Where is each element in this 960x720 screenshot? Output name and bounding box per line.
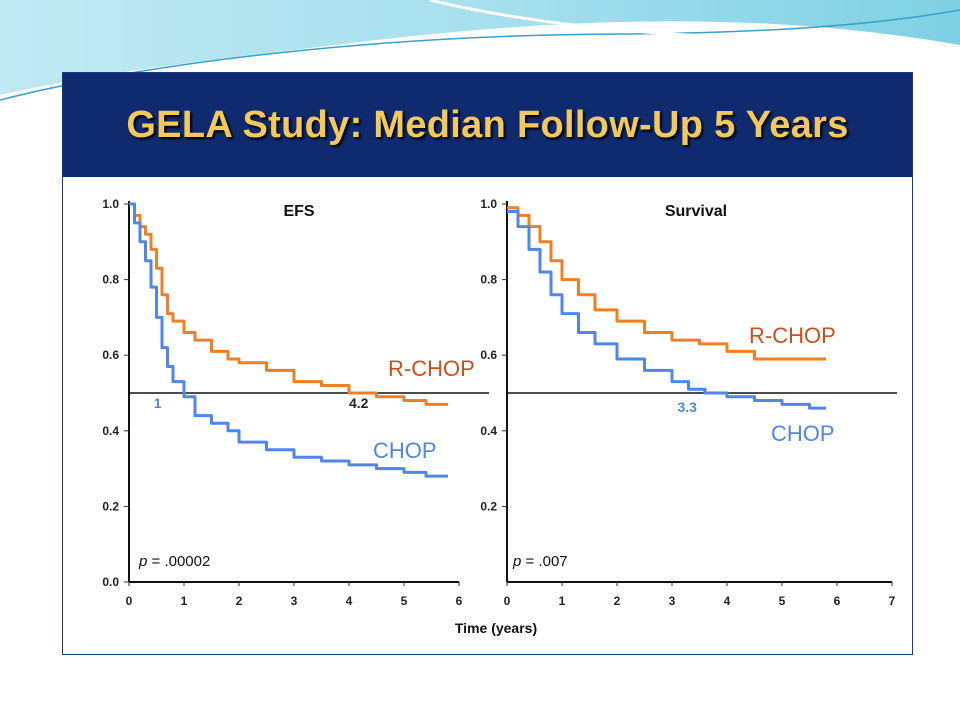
- survival-series-r-chop: [507, 206, 826, 361]
- survival-x-tick-label: 1: [559, 594, 566, 608]
- title-bar: [63, 73, 912, 177]
- efs-x-tick-label: 6: [456, 594, 463, 608]
- survival-y-tick-label: 1.0: [480, 197, 497, 211]
- survival-x-tick-label: 5: [779, 594, 786, 608]
- x-axis-label: Time (years): [455, 620, 537, 636]
- efs-series-label-r-chop: R-CHOP: [388, 356, 475, 381]
- survival-y-tick-label: 0.8: [480, 273, 497, 287]
- decorative-swoosh: [0, 0, 960, 101]
- survival-annotation: 3.3: [678, 399, 698, 415]
- efs-y-tick-label: 1.0: [102, 197, 119, 211]
- efs-x-tick-label: 0: [126, 594, 133, 608]
- efs-x-tick-label: 3: [291, 594, 298, 608]
- efs-x-tick-label: 4: [346, 594, 353, 608]
- efs-p-number: = .00002: [147, 553, 210, 570]
- efs-series-r-chop: [129, 202, 448, 406]
- survival-x-tick-label: 7: [889, 594, 896, 608]
- efs-y-tick-label: 0.8: [102, 273, 119, 287]
- efs-p-value: p = .00002: [138, 553, 210, 570]
- survival-panel-title: Survival: [665, 203, 727, 220]
- slide-title: GELA Study: Median Follow-Up 5 Years: [126, 104, 849, 146]
- survival-p-value: p = .007: [512, 553, 568, 570]
- survival-y-tick-label: 0.6: [480, 348, 497, 362]
- survival-series-chop: [507, 210, 826, 410]
- survival-p-number: = .007: [521, 553, 567, 570]
- efs-annotation: 4.2: [349, 395, 369, 411]
- efs-y-tick-label: 0.4: [102, 424, 119, 438]
- survival-y-tick-label: 0.4: [480, 424, 497, 438]
- efs-x-tick-label: 1: [181, 594, 188, 608]
- survival-x-tick-label: 4: [724, 594, 731, 608]
- survival-x-tick-label: 6: [834, 594, 841, 608]
- efs-series-label-chop: CHOP: [373, 438, 437, 463]
- efs-x-tick-label: 2: [236, 594, 243, 608]
- charts-area: 0.0 0.2 0.4 0.6 0.8 1.0 0 1 2 3 4 5 6 R-CHOP CHOP EFS 1 4…: [102, 197, 897, 636]
- efs-annotation: 1: [154, 395, 162, 411]
- efs-panel-title: EFS: [283, 203, 314, 220]
- survival-x-tick-label: 0: [504, 594, 511, 608]
- slide-frame: GELA Study: Median Follow-Up 5 Years 0.0…: [62, 72, 913, 655]
- survival-series-label-r-chop: R-CHOP: [749, 323, 836, 348]
- efs-p-symbol: p: [138, 553, 147, 570]
- survival-x-tick-label: 3: [669, 594, 676, 608]
- efs-x-tick-label: 5: [401, 594, 408, 608]
- efs-y-tick-label: 0.2: [102, 499, 119, 513]
- efs-y-tick-label: 0.0: [102, 575, 119, 589]
- efs-y-tick-label: 0.6: [102, 348, 119, 362]
- survival-series-label-chop: CHOP: [771, 421, 835, 446]
- survival-p-symbol: p: [512, 553, 521, 570]
- survival-x-tick-label: 2: [614, 594, 621, 608]
- efs-series-chop: [129, 202, 448, 478]
- survival-y-tick-label: 0.2: [480, 499, 497, 513]
